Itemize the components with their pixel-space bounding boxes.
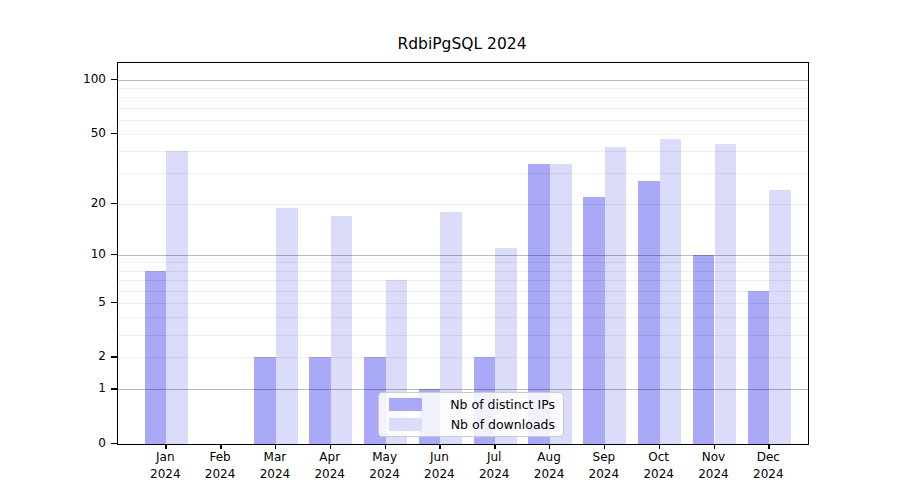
bar-distinct-ips-nov [693, 255, 715, 444]
bar-distinct-ips-dec [748, 291, 770, 444]
bar-downloads-nov [715, 144, 737, 444]
y-tick-mark-0 [111, 443, 117, 444]
legend: Nb of distinct IPs Nb of downloads [378, 392, 564, 437]
gridline-10 [118, 255, 808, 256]
y-tick-label-0: 0 [36, 435, 106, 451]
y-tick-mark-2 [111, 356, 117, 357]
gridline-80 [118, 97, 808, 98]
gridline-90 [118, 88, 808, 89]
gridline-7 [118, 280, 808, 281]
y-tick-label-2: 2 [36, 348, 106, 364]
gridline-9 [118, 262, 808, 263]
chart-title: RdbiPgSQL 2024 [117, 35, 807, 53]
bar-downloads-sep [605, 147, 627, 444]
y-tick-mark-1 [111, 388, 117, 389]
bar-downloads-apr [331, 216, 353, 444]
legend-label-distinct-ips: Nb of distinct IPs [422, 397, 555, 412]
x-tick-label-dec: Dec 2024 [736, 449, 800, 482]
legend-item-downloads: Nb of downloads [387, 416, 555, 433]
gridline-8 [118, 271, 808, 272]
gridline-5 [118, 303, 808, 304]
bar-downloads-jan [166, 151, 188, 444]
y-tick-label-1: 1 [36, 380, 106, 396]
plot-area [117, 62, 809, 445]
y-tick-label-5: 5 [36, 294, 106, 310]
legend-item-distinct-ips: Nb of distinct IPs [387, 396, 555, 413]
y-tick-mark-100 [111, 79, 117, 80]
y-tick-label-20: 20 [36, 195, 106, 211]
download-stats-figure: RdbiPgSQL 2024 Nb of distinct IPsNb of d… [0, 0, 900, 500]
gridline-40 [118, 151, 808, 152]
gridline-60 [118, 120, 808, 121]
y-tick-mark-10 [111, 254, 117, 255]
y-tick-label-100: 100 [36, 71, 106, 87]
bar-distinct-ips-apr [309, 357, 331, 444]
gridline-30 [118, 173, 808, 174]
y-tick-mark-20 [111, 203, 117, 204]
gridline-50 [118, 134, 808, 135]
gridline-70 [118, 108, 808, 109]
y-tick-label-50: 50 [36, 125, 106, 141]
gridline-3 [118, 335, 808, 336]
legend-swatch-distinct-ips [389, 398, 422, 411]
legend-label-downloads: Nb of downloads [422, 417, 555, 432]
legend-swatch-downloads [389, 418, 422, 431]
gridline-20 [118, 204, 808, 205]
gridline-1 [118, 389, 808, 390]
bar-distinct-ips-mar [254, 357, 276, 444]
bar-downloads-mar [276, 208, 298, 444]
gridline-100 [118, 80, 808, 81]
bar-distinct-ips-oct [638, 181, 660, 444]
gridline-4 [118, 317, 808, 318]
bar-distinct-ips-sep [583, 197, 605, 444]
gridline-2 [118, 357, 808, 358]
y-tick-mark-5 [111, 302, 117, 303]
y-tick-mark-50 [111, 133, 117, 134]
gridline-6 [118, 291, 808, 292]
y-tick-label-10: 10 [36, 246, 106, 262]
